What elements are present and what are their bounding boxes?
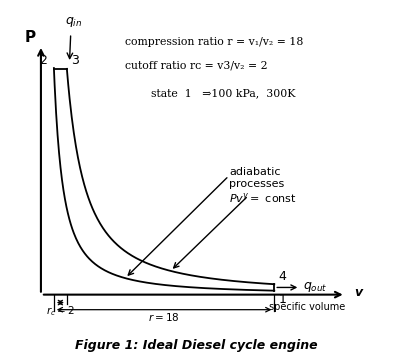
Text: specific volume: specific volume: [269, 302, 345, 312]
Text: $Pv^{\gamma}=$ const: $Pv^{\gamma}=$ const: [229, 190, 297, 205]
Text: v: v: [354, 286, 363, 299]
Text: 1: 1: [278, 293, 286, 306]
Text: cutoff ratio rᴄ = v3/v₂ = 2: cutoff ratio rᴄ = v3/v₂ = 2: [125, 61, 268, 71]
Text: state  1   ⇒100 kPa,  300K: state 1 ⇒100 kPa, 300K: [151, 89, 296, 99]
Text: 4: 4: [278, 270, 286, 283]
Text: $q_{in}$: $q_{in}$: [65, 15, 82, 29]
Text: $q_{out}$: $q_{out}$: [303, 281, 327, 294]
Text: $r = 18$: $r = 18$: [149, 311, 180, 323]
Text: $r_c=2$: $r_c=2$: [46, 304, 75, 318]
Text: compression ratio r = v₁/v₂ = 18: compression ratio r = v₁/v₂ = 18: [125, 37, 303, 47]
Text: 2: 2: [40, 54, 48, 67]
Text: 3: 3: [71, 54, 79, 67]
Text: processes: processes: [229, 179, 284, 189]
Text: Figure 1: Ideal Diesel cycle engine: Figure 1: Ideal Diesel cycle engine: [75, 339, 318, 352]
Text: adiabatic: adiabatic: [229, 167, 281, 177]
Text: P: P: [25, 30, 36, 44]
